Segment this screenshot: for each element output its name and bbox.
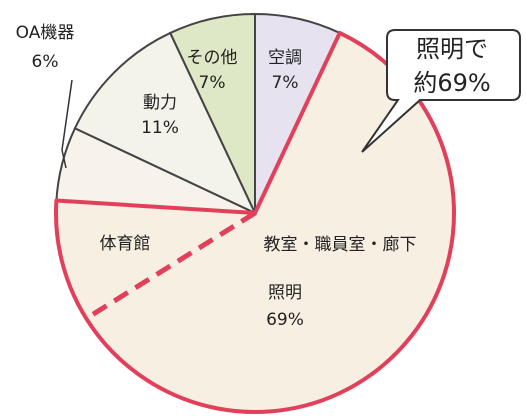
leader-line [61, 79, 73, 169]
pie [54, 12, 456, 414]
slice-label: OA機器 [16, 23, 75, 43]
value-label: 7% [272, 73, 299, 93]
value-label: 7% [199, 73, 226, 93]
callout-text: 照明で [416, 35, 488, 63]
slice-label: 空調 [268, 48, 302, 68]
sublabel: 体育館 [100, 234, 151, 254]
sublabel: 教室・職員室・廊下 [264, 235, 417, 255]
pie-slice [73, 31, 258, 216]
pie-slice [168, 12, 256, 214]
value-label: 6% [32, 52, 59, 72]
slice-outline [54, 30, 456, 414]
value-label: 69% [266, 310, 304, 330]
callout-text: 約69% [413, 69, 490, 97]
slice-label: 動力 [143, 93, 177, 113]
value-label: 11% [141, 118, 179, 138]
slice-label: 照明 [268, 283, 302, 303]
slice-label: その他 [187, 48, 238, 68]
labels: 空調 7% 照明 69% OA機器 6% 動力 11% その他 7% [16, 23, 304, 330]
divider [87, 210, 257, 319]
callout-box [361, 29, 521, 153]
